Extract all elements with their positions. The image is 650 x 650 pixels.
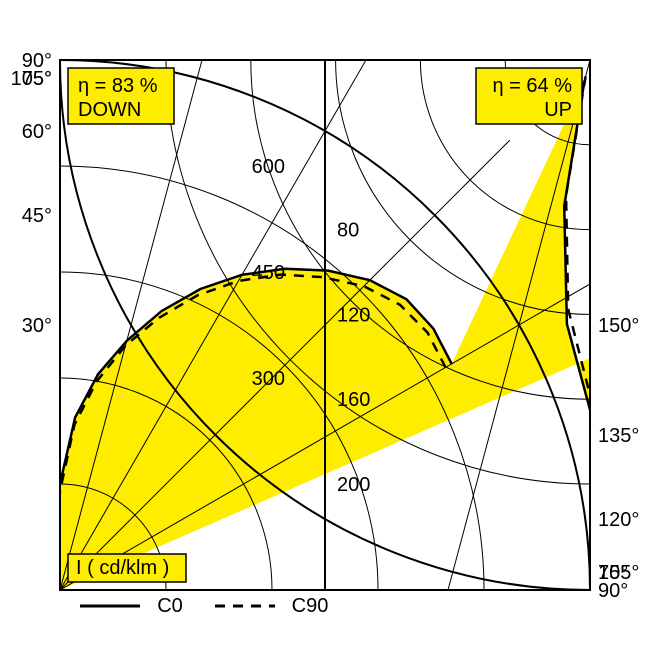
unit-label: I ( cd/klm ) bbox=[76, 557, 169, 579]
angle-tick-right: 105° bbox=[598, 562, 639, 584]
radius-label-right: 80 bbox=[337, 220, 359, 242]
legend-label-c0: C0 bbox=[157, 595, 183, 617]
angle-tick-right: 150° bbox=[598, 315, 639, 337]
angle-tick-left: 105° bbox=[11, 68, 52, 90]
angle-tick-left: 60° bbox=[22, 121, 52, 143]
angle-tick-right: 120° bbox=[598, 509, 639, 531]
angle-tick-left: 30° bbox=[22, 315, 52, 337]
angle-tick-left: 45° bbox=[22, 205, 52, 227]
radius-label-left: 450 bbox=[252, 262, 285, 284]
radius-label-right: 200 bbox=[337, 474, 370, 496]
radius-label-left: 300 bbox=[252, 368, 285, 390]
radius-label-right: 160 bbox=[337, 389, 370, 411]
up-label: UP bbox=[544, 99, 572, 121]
radius-label-right: 120 bbox=[337, 304, 370, 326]
up-eta: η = 64 % bbox=[492, 75, 572, 97]
down-label: DOWN bbox=[78, 99, 141, 121]
polar-distribution-chart: 3004506008012016020030°45°60°75°90°105°7… bbox=[0, 0, 650, 650]
angle-tick-right: 135° bbox=[598, 425, 639, 447]
radius-label-left: 600 bbox=[252, 156, 285, 178]
legend-label-c90: C90 bbox=[292, 595, 329, 617]
down-eta: η = 83 % bbox=[78, 75, 158, 97]
